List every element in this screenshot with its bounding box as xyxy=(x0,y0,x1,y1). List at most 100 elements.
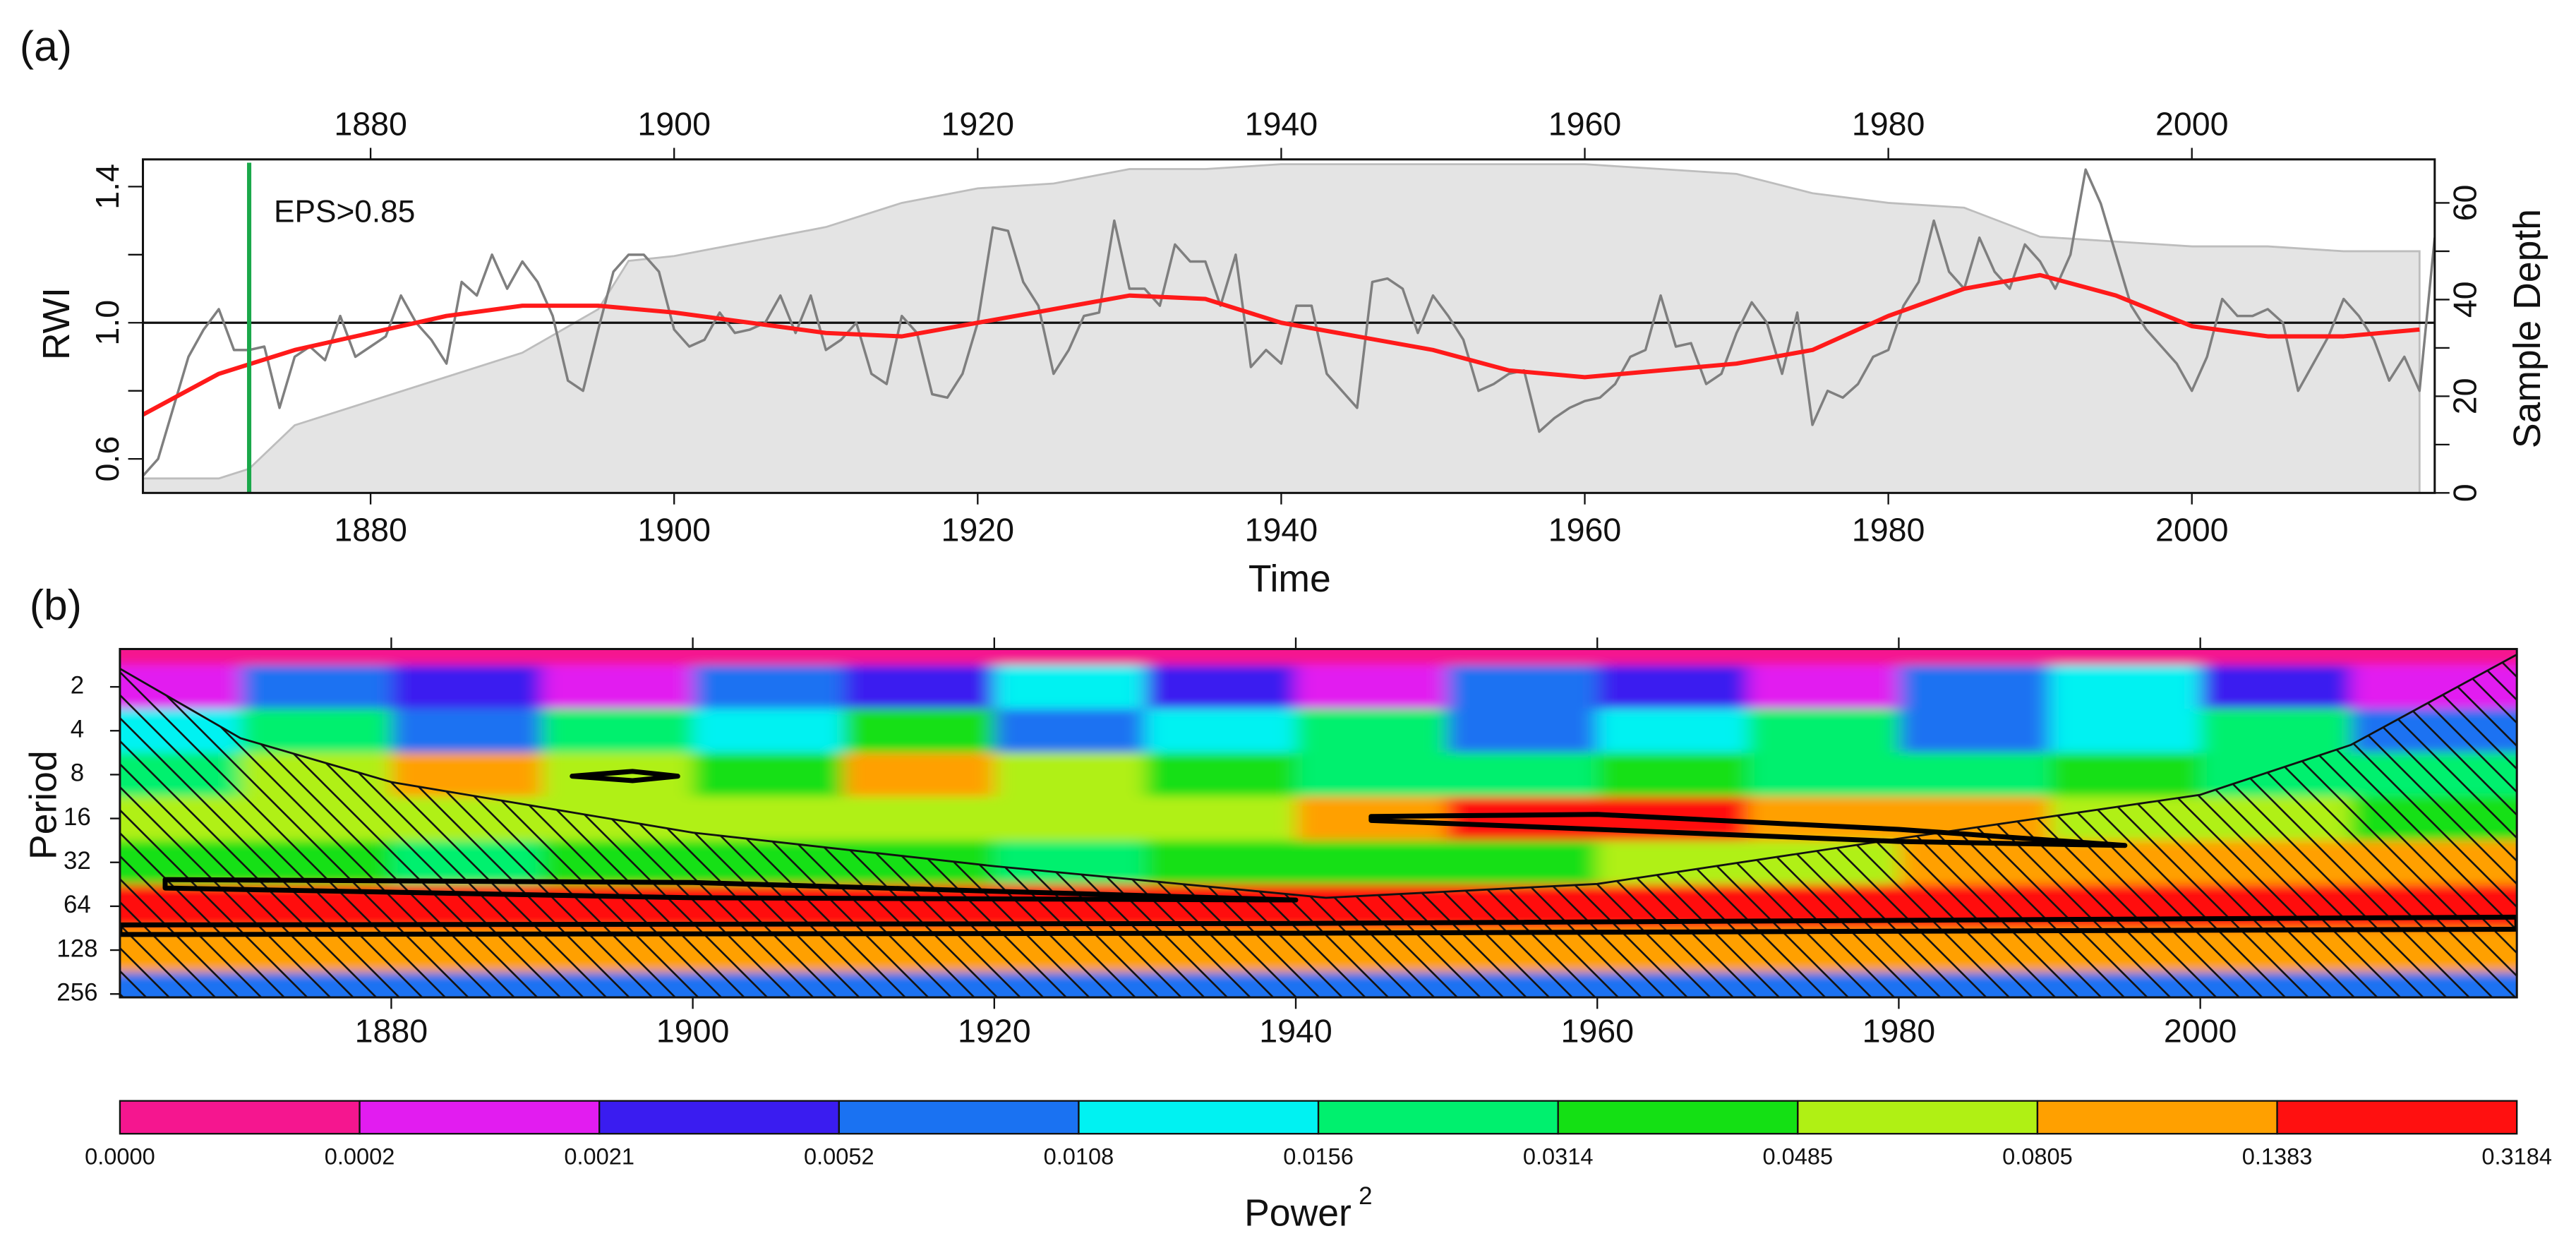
power-cell xyxy=(1296,649,1448,666)
power-cell xyxy=(542,709,694,754)
x-tick-label-top: 2000 xyxy=(2155,106,2229,143)
x-tick-label-top: 1880 xyxy=(334,106,407,143)
power-cell xyxy=(1747,665,1900,710)
y2-tick-label: 0 xyxy=(2447,484,2484,502)
eps-label: EPS>0.85 xyxy=(274,194,415,229)
plot-frame xyxy=(119,647,2518,999)
x-tick-label-top: 1920 xyxy=(941,106,1015,143)
x-tick-label: 1960 xyxy=(1560,1012,1634,1049)
power-cell xyxy=(1296,665,1448,710)
colorbar-tick-label: 0.0485 xyxy=(1762,1144,1833,1170)
power-cell xyxy=(1145,752,1297,798)
x-tick-label: 1940 xyxy=(1259,1012,1332,1049)
y-tick-label: 4 xyxy=(71,715,84,743)
power-cell xyxy=(843,649,995,666)
colorbar-tick-label: 0.1383 xyxy=(2242,1144,2313,1170)
y-tick-label: 32 xyxy=(64,847,91,875)
rwi-line xyxy=(143,168,2435,477)
power-cell xyxy=(994,709,1146,754)
overlays xyxy=(119,654,2517,997)
significance-contour xyxy=(570,769,680,783)
power-cell xyxy=(119,649,241,666)
x-tick-label: 1880 xyxy=(355,1012,428,1049)
y2-tick-label: 40 xyxy=(2447,282,2484,318)
colorbar-segment xyxy=(838,1100,1080,1135)
significance-contour xyxy=(1368,812,2128,848)
colorbar-segment xyxy=(2036,1100,2278,1135)
x-axis-label: Time xyxy=(1248,558,1331,600)
power-cell xyxy=(240,649,392,666)
x-tick-label: 1900 xyxy=(637,512,711,548)
power-cell xyxy=(1296,709,1448,754)
y-tick-label: 128 xyxy=(56,935,97,962)
power-cell xyxy=(1597,665,1749,710)
colorbar-segment xyxy=(598,1100,840,1135)
power-cell xyxy=(391,709,543,754)
panel-label: (b) xyxy=(30,580,82,628)
power-cell xyxy=(994,752,1146,798)
sample-depth-area xyxy=(143,163,2421,493)
power-cell xyxy=(692,752,845,798)
colorbar-label-superscript: 2 xyxy=(1359,1182,1372,1210)
power-cell xyxy=(1898,752,2051,798)
y2-axis-label: Sample Depth xyxy=(2507,209,2548,448)
power-cell xyxy=(1145,709,1297,754)
power-cell xyxy=(692,796,845,841)
x-tick-label-top: 1940 xyxy=(1245,106,1318,143)
power-cell xyxy=(2050,709,2201,754)
power-cell xyxy=(1446,649,1599,666)
colorbar-tick-label: 0.0156 xyxy=(1283,1144,1354,1170)
x-tick-label: 1960 xyxy=(1548,512,1622,548)
power-cell xyxy=(2050,665,2201,710)
power-cell xyxy=(2351,649,2517,666)
power-cell xyxy=(391,649,543,666)
power-cell xyxy=(843,752,995,798)
power-cell xyxy=(1747,709,1900,754)
colorbar-tick-label: 0.0002 xyxy=(325,1144,395,1170)
power-cell xyxy=(692,649,845,666)
colorbar-segment xyxy=(1317,1100,1559,1135)
power-cell xyxy=(2200,649,2352,666)
axes: (a) EPS>0.85 1880 1880 1900 1900 1920 1920 1940 1… xyxy=(20,22,2552,1235)
power-cell xyxy=(1446,752,1599,798)
power-cell xyxy=(1446,709,1599,754)
colorbar-tick-label: 0.0805 xyxy=(2002,1144,2073,1170)
y-axis-label: RWI xyxy=(36,287,78,360)
colorbar-tick-label: 0.0052 xyxy=(804,1144,874,1170)
cone-of-influence xyxy=(119,654,2517,899)
colorbar-segment xyxy=(1797,1100,2039,1135)
power-cell xyxy=(1597,709,1749,754)
x-tick-label-top: 1960 xyxy=(1548,106,1622,143)
x-tick-label: 1980 xyxy=(1852,512,1925,548)
colorbar-segment xyxy=(359,1100,601,1135)
power-cell xyxy=(1446,840,1599,885)
power-cell xyxy=(2050,649,2201,666)
y-tick-label: 2 xyxy=(71,671,84,699)
power-cell xyxy=(843,709,995,754)
panel-b-plot xyxy=(119,649,2517,997)
panel-a-plot xyxy=(143,162,2435,493)
y-tick-label: 64 xyxy=(64,891,91,918)
colorbar-segment xyxy=(1078,1100,1320,1135)
power-cell xyxy=(542,649,694,666)
smoothed-line xyxy=(143,272,2420,417)
power-cell xyxy=(1296,840,1448,885)
colorbar-tick-label: 0.0000 xyxy=(85,1144,155,1170)
y2-tick-label: 60 xyxy=(2447,185,2484,222)
power-cell xyxy=(843,796,995,841)
power-cell xyxy=(994,665,1146,710)
x-tick-label-top: 1980 xyxy=(1852,106,1925,143)
y-axis-label: Period xyxy=(23,750,64,860)
panel-label: (a) xyxy=(20,22,72,70)
y-tick-label: 8 xyxy=(71,759,84,787)
plot-frame xyxy=(142,158,2436,494)
power-cell xyxy=(2200,665,2352,710)
power-cell xyxy=(391,665,543,710)
colorbar-tick-label: 0.3184 xyxy=(2481,1144,2552,1170)
power-cell xyxy=(994,796,1146,841)
power-cell xyxy=(843,665,995,710)
power-cell xyxy=(1898,709,2051,754)
x-tick-label: 1920 xyxy=(941,512,1015,548)
